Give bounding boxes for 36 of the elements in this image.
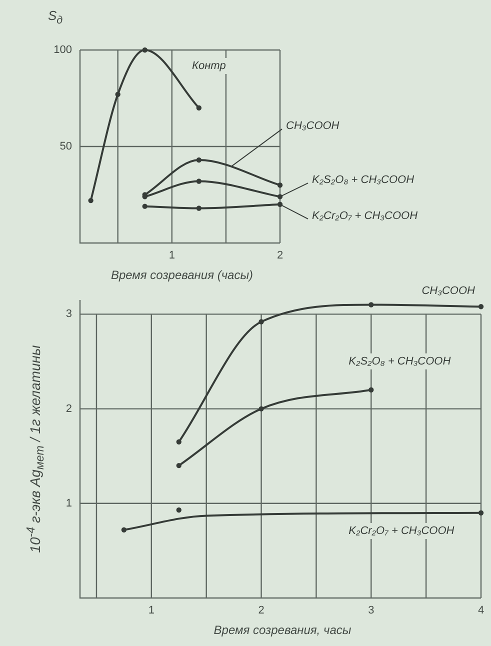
series-label: CH₃COOH bbox=[422, 285, 476, 298]
point bbox=[196, 157, 202, 163]
point bbox=[176, 507, 182, 513]
point bbox=[277, 182, 283, 188]
text: K₂S₂O₈ + CH₃COOH bbox=[312, 174, 414, 186]
point bbox=[196, 178, 202, 184]
point bbox=[258, 406, 264, 412]
y-axis-title: S$_{д}$ bbox=[47, 8, 64, 29]
point bbox=[196, 105, 202, 110]
point bbox=[176, 439, 182, 445]
series-label: Контр bbox=[192, 60, 226, 72]
x-tick-label: 4 bbox=[478, 604, 484, 617]
point bbox=[176, 462, 182, 468]
x-axis-title: Время созревания, часы bbox=[212, 622, 352, 638]
point bbox=[196, 206, 202, 211]
y-tick-label: 1 bbox=[66, 497, 72, 510]
point bbox=[142, 204, 148, 209]
point bbox=[88, 198, 94, 204]
x-tick-label: 3 bbox=[368, 604, 374, 617]
text: K₂S₂O₈ + CH₃COOH bbox=[348, 355, 451, 368]
point bbox=[368, 302, 374, 308]
y-tick-label: 2 bbox=[66, 402, 72, 415]
x-tick-label: 1 bbox=[148, 604, 154, 617]
point bbox=[115, 92, 120, 97]
series-label: K₂Cr₂O₇ + CH₃COOH bbox=[348, 525, 454, 538]
x-axis-title: Время созревания (часы) bbox=[110, 267, 254, 283]
point bbox=[368, 387, 374, 392]
point bbox=[478, 304, 484, 310]
y-tick-label: 3 bbox=[66, 308, 72, 320]
point bbox=[258, 319, 264, 324]
x-tick-label: 2 bbox=[258, 604, 264, 617]
text: CH₃COOH bbox=[286, 120, 340, 132]
legend-label: K₂Cr₂O₇ + CH₃COOH bbox=[312, 210, 418, 222]
y-tick-label: 100 bbox=[54, 44, 72, 56]
y-tick-label: 50 bbox=[60, 140, 72, 153]
point bbox=[142, 47, 148, 53]
